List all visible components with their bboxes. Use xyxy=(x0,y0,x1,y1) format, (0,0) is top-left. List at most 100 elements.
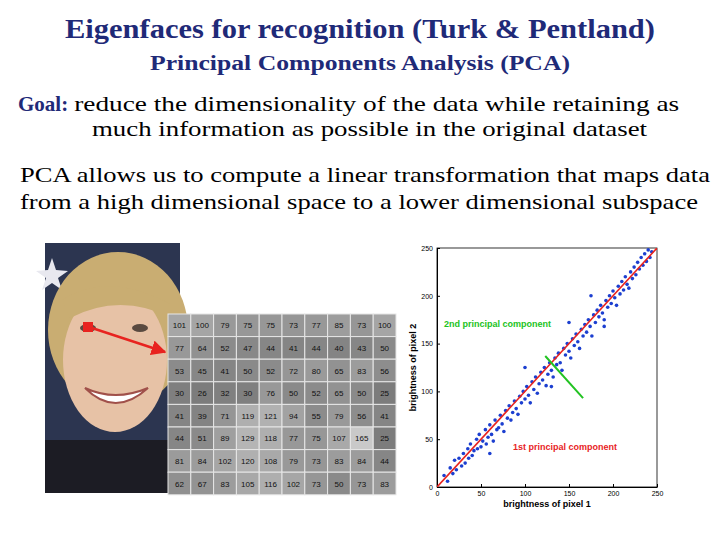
table-value: 108 xyxy=(264,457,278,466)
fringe xyxy=(62,286,172,318)
point xyxy=(484,428,488,432)
point xyxy=(602,318,606,322)
annotation-label: 2nd principal component xyxy=(444,319,551,329)
pixel-marker xyxy=(83,322,93,332)
point xyxy=(567,349,571,353)
table-cell xyxy=(191,337,214,360)
table-cell xyxy=(191,382,214,405)
point xyxy=(601,311,605,315)
point xyxy=(462,452,466,456)
point xyxy=(560,369,564,373)
face-photo xyxy=(36,243,188,493)
table-cell xyxy=(214,382,237,405)
table-value: 50 xyxy=(243,367,252,376)
table-value: 62 xyxy=(175,480,184,489)
table-value: 84 xyxy=(357,457,366,466)
point xyxy=(509,418,513,422)
point xyxy=(569,356,573,360)
table-cell xyxy=(168,382,191,405)
point xyxy=(606,305,610,309)
tick: 50 xyxy=(425,436,440,443)
table-value: 41 xyxy=(380,412,389,421)
point xyxy=(537,382,541,386)
point xyxy=(615,304,619,308)
table-value: 83 xyxy=(357,367,366,376)
eye xyxy=(132,324,148,332)
tick: 100 xyxy=(421,388,440,395)
point xyxy=(451,472,455,476)
axis-line xyxy=(438,487,658,488)
table-cell xyxy=(282,472,305,495)
axis-line xyxy=(437,249,438,488)
point xyxy=(502,430,506,434)
table-value: 47 xyxy=(243,344,252,353)
clothing xyxy=(45,440,180,493)
point xyxy=(622,288,626,292)
table-cell xyxy=(236,382,259,405)
point xyxy=(581,334,585,338)
table-cell xyxy=(373,472,396,495)
table-cell xyxy=(236,450,259,473)
y-axis: 050100150200250 xyxy=(421,245,440,491)
point xyxy=(589,294,593,298)
table-value: 72 xyxy=(289,367,298,376)
table-cell xyxy=(305,314,328,337)
point xyxy=(558,361,562,365)
table-cell xyxy=(305,450,328,473)
table-cell xyxy=(328,314,351,337)
table-cell xyxy=(168,404,191,427)
table-cell xyxy=(328,450,351,473)
table-cell xyxy=(259,472,282,495)
table-cell xyxy=(373,382,396,405)
tick-mark xyxy=(437,439,440,440)
table-value: 45 xyxy=(198,367,207,376)
table-value: 102 xyxy=(218,457,232,466)
table-value: 77 xyxy=(312,321,321,330)
point xyxy=(523,366,527,370)
table-cell xyxy=(259,450,282,473)
paragraph-line: PCA allows us to compute a linear transf… xyxy=(20,163,711,187)
table-value: 30 xyxy=(175,389,184,398)
point xyxy=(646,248,650,252)
point xyxy=(620,280,624,284)
table-cell xyxy=(236,337,259,360)
table-value: 100 xyxy=(378,321,392,330)
point xyxy=(643,252,647,256)
point xyxy=(625,283,629,287)
table-cell xyxy=(168,314,191,337)
point xyxy=(470,454,474,458)
tick: 200 xyxy=(608,484,620,497)
table-value: 100 xyxy=(196,321,210,330)
point xyxy=(631,277,635,281)
point xyxy=(527,393,531,397)
table-cell xyxy=(373,314,396,337)
point xyxy=(453,458,457,462)
table-value: 116 xyxy=(264,480,277,489)
point xyxy=(500,422,504,426)
point xyxy=(618,292,622,296)
table-value: 120 xyxy=(241,457,255,466)
table-cell xyxy=(328,359,351,382)
table-cell xyxy=(214,450,237,473)
table-cell xyxy=(328,427,351,450)
table-value: 30 xyxy=(243,389,252,398)
table-cell xyxy=(350,472,373,495)
table-value: 51 xyxy=(198,434,207,443)
point xyxy=(523,397,527,401)
point xyxy=(528,401,532,405)
table-value: 56 xyxy=(380,367,389,376)
tick-mark xyxy=(613,484,614,487)
table-cell xyxy=(350,404,373,427)
table-value: 73 xyxy=(312,480,321,489)
tick-label: 200 xyxy=(421,293,433,300)
table-value: 41 xyxy=(289,344,298,353)
table-cell xyxy=(236,359,259,382)
tick-mark xyxy=(437,487,440,488)
table-cell xyxy=(350,337,373,360)
table-cell xyxy=(305,404,328,427)
table-value: 165 xyxy=(355,434,369,443)
tick: 100 xyxy=(520,484,532,497)
table-value: 81 xyxy=(175,457,184,466)
goal-text: much information as possible in the orig… xyxy=(92,117,647,141)
table-value: 71 xyxy=(221,412,230,421)
